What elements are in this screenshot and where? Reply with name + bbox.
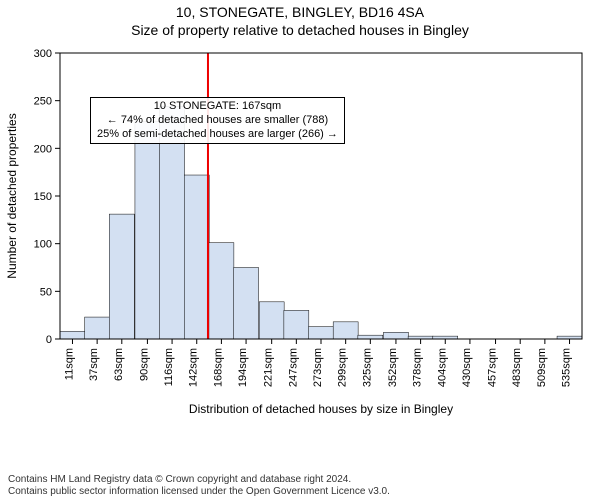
x-tick-label: 142sqm (188, 348, 200, 387)
x-tick-label: 299sqm (337, 348, 349, 387)
y-tick-label: 300 (34, 48, 52, 60)
info-box-line3: 25% of semi-detached houses are larger (… (97, 128, 338, 142)
histogram-bar (135, 122, 160, 339)
y-tick-label: 100 (34, 239, 52, 251)
y-tick-label: 200 (34, 143, 52, 155)
page-title-line1: 10, STONEGATE, BINGLEY, BD16 4SA (0, 4, 600, 22)
x-tick-label: 90sqm (138, 348, 150, 381)
page-title-line2: Size of property relative to detached ho… (0, 22, 600, 40)
x-tick-label: 247sqm (287, 348, 299, 387)
chart-container: 0 50 100 150 200 250 300 11sqm 37sqm 63sqm 90sqm 11… (0, 39, 600, 449)
x-tick-label: 430sqm (461, 348, 473, 387)
y-tick-label: 250 (34, 96, 52, 108)
info-box-line1: 10 STONEGATE: 167sqm (97, 100, 338, 114)
footer-line1: Contains HM Land Registry data © Crown c… (8, 474, 592, 486)
histogram-bar (284, 310, 309, 339)
x-tick-label: 194sqm (237, 348, 249, 387)
footer-line2: Contains public sector information licen… (8, 486, 592, 498)
histogram-bar (209, 243, 234, 339)
x-tick-label: 221sqm (263, 348, 275, 387)
x-tick-label: 63sqm (113, 348, 125, 381)
x-tick-label: 378sqm (412, 348, 424, 387)
histogram-bar (259, 302, 284, 339)
x-tick-label: 168sqm (212, 348, 224, 387)
x-tick-label: 11sqm (63, 348, 75, 380)
x-tick-label: 37sqm (88, 348, 100, 381)
histogram-bar (60, 331, 85, 339)
histogram-bar (184, 175, 209, 339)
y-axis-label: Number of detached properties (5, 113, 19, 278)
y-tick-label: 150 (34, 191, 52, 203)
x-tick-label: 404sqm (436, 348, 448, 387)
x-tick-label: 273sqm (312, 348, 324, 387)
x-axis-label: Distribution of detached houses by size … (189, 402, 453, 416)
x-tick-label: 116sqm (163, 348, 175, 386)
x-tick-label: 325sqm (361, 348, 373, 387)
histogram-bar (333, 322, 358, 339)
histogram-bar (358, 335, 383, 339)
histogram-bar (109, 214, 134, 339)
x-tick-label: 457sqm (487, 348, 499, 387)
info-box-line2: ← 74% of detached houses are smaller (78… (97, 114, 338, 128)
histogram-bar (234, 268, 259, 340)
footer: Contains HM Land Registry data © Crown c… (0, 474, 600, 498)
x-tick-label: 535sqm (561, 348, 573, 387)
x-tick-label: 483sqm (511, 348, 523, 387)
y-tick-label: 50 (40, 286, 52, 298)
y-tick-label: 0 (46, 334, 52, 346)
histogram-bar (309, 327, 334, 339)
histogram-bar (383, 332, 408, 339)
histogram-bar (85, 317, 110, 339)
x-tick-label: 509sqm (536, 348, 548, 387)
x-tick-label: 352sqm (387, 348, 399, 387)
info-box: 10 STONEGATE: 167sqm ← 74% of detached h… (90, 97, 345, 144)
